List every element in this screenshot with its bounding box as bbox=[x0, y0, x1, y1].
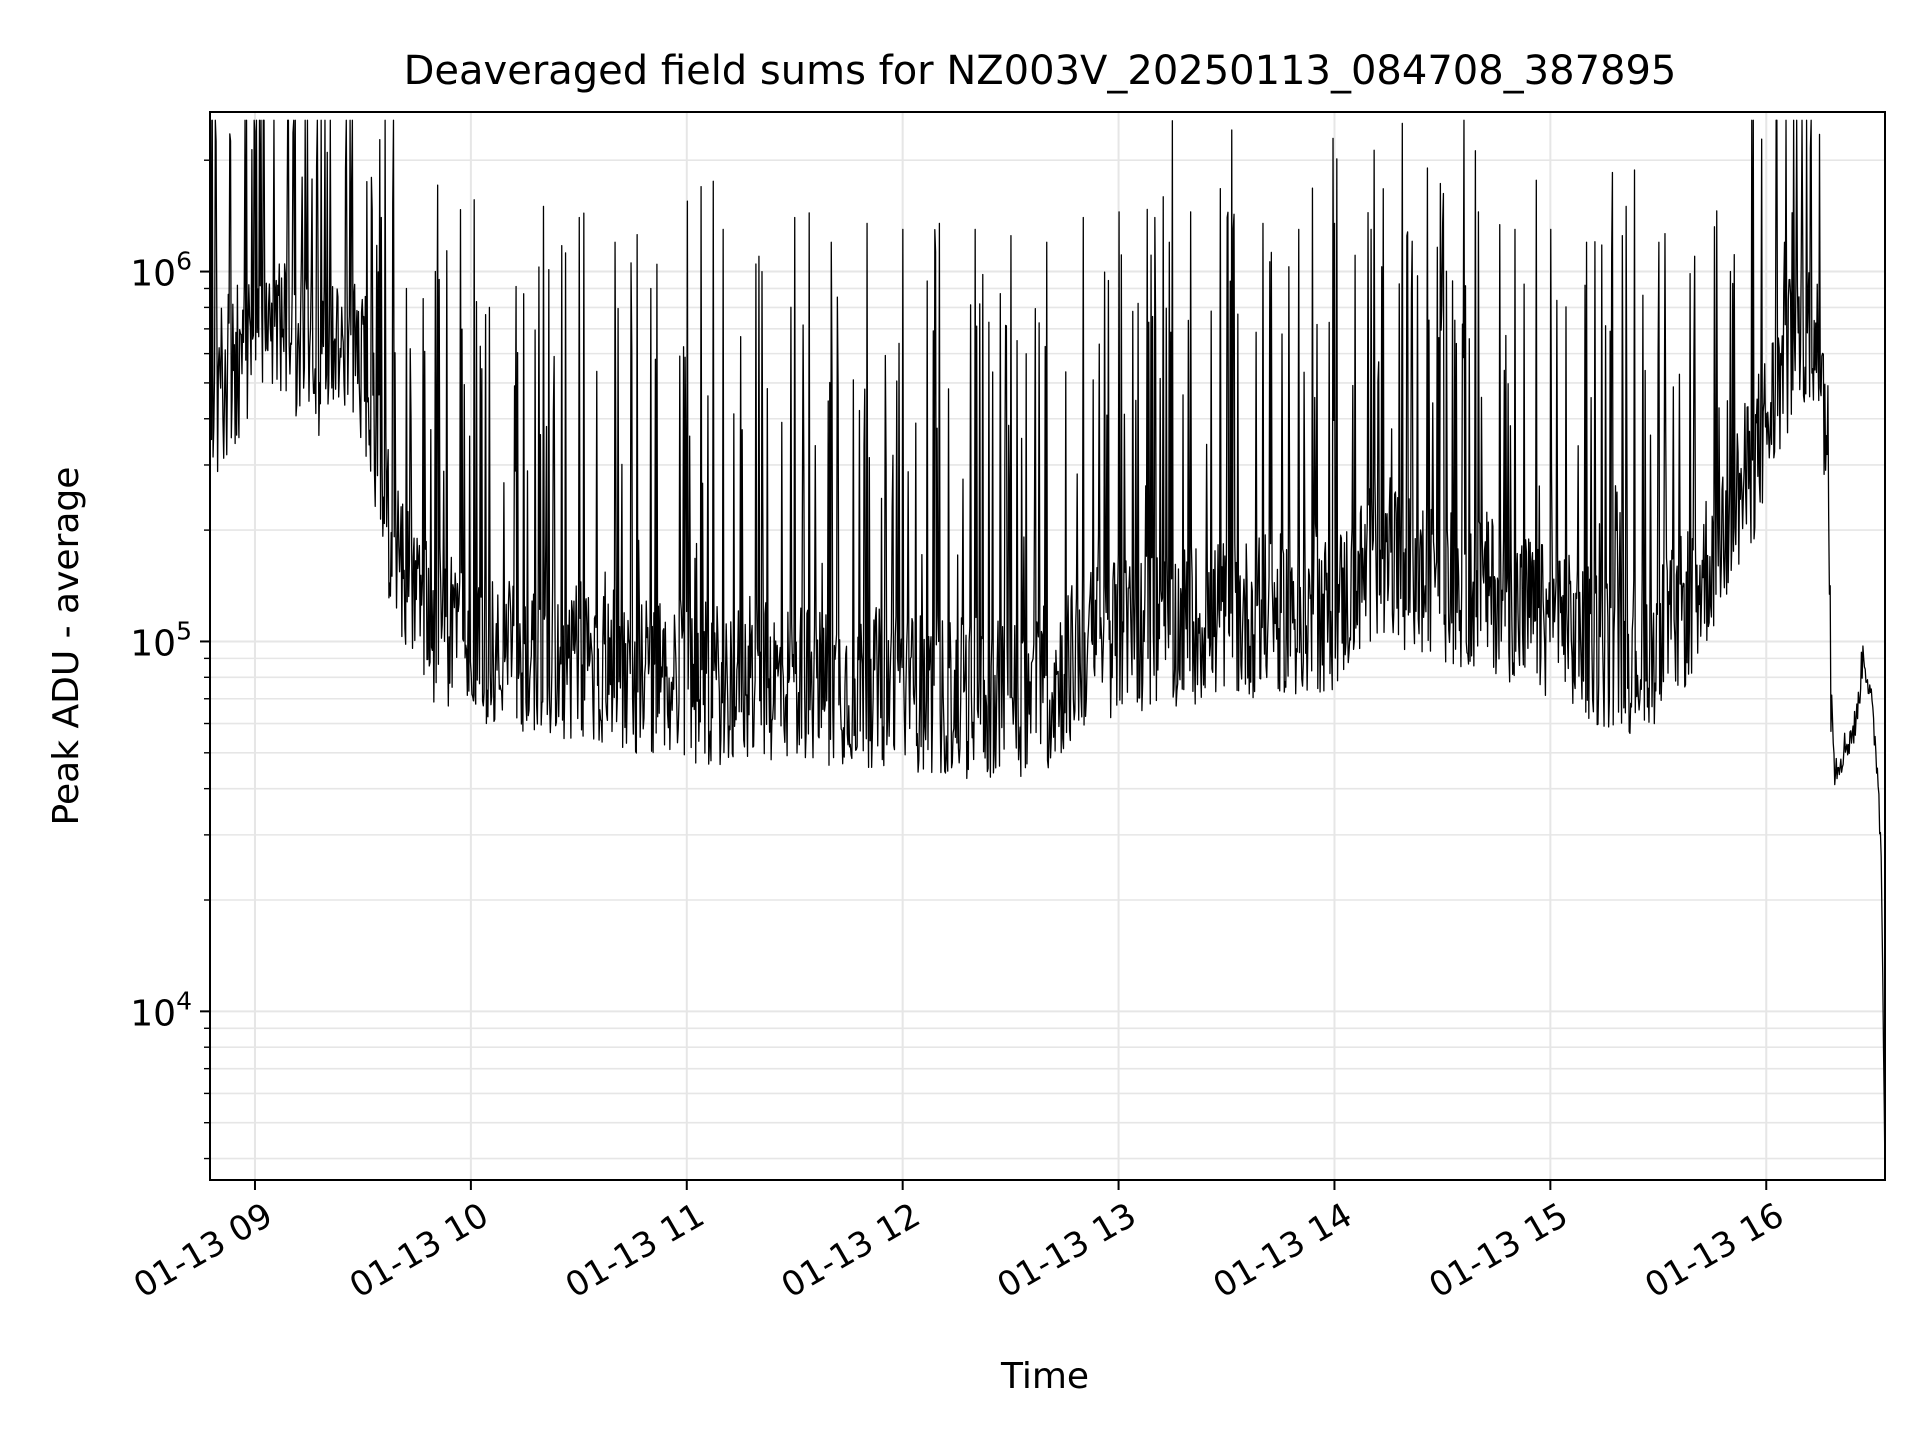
x-axis-label: Time bbox=[1000, 1356, 1089, 1397]
plot-area bbox=[209, 119, 1886, 1177]
y-tick-label: 104 bbox=[130, 986, 192, 1034]
y-axis: 104 105 106 bbox=[130, 159, 210, 1160]
y-tick-label: 105 bbox=[130, 616, 192, 664]
chart-title: Deaveraged field sums for NZ003V_2025011… bbox=[404, 48, 1677, 94]
y-tick-label: 106 bbox=[130, 247, 192, 295]
y-axis-label: Peak ADU - average bbox=[46, 467, 87, 826]
series-line bbox=[209, 119, 1886, 1177]
axes-frame bbox=[209, 111, 1886, 1181]
